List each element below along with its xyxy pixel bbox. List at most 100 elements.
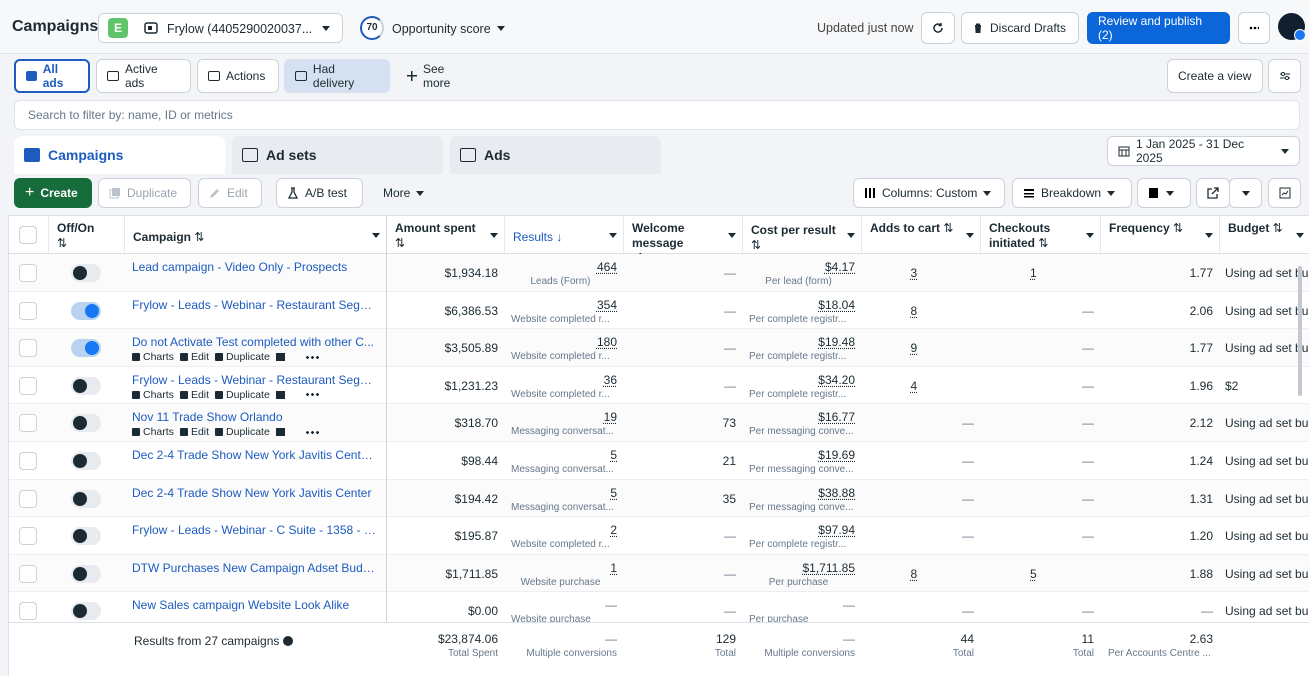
toggle[interactable] [71, 377, 101, 395]
publish-button[interactable]: Review and publish (2) [1087, 12, 1230, 44]
column-menu-caret[interactable] [1205, 233, 1213, 238]
filter-button[interactable]: Active ads [96, 59, 191, 93]
toggle[interactable] [71, 414, 101, 432]
column-header[interactable]: Off/On [48, 216, 124, 254]
row-action[interactable]: Duplicate [215, 389, 270, 401]
column-menu-caret[interactable] [847, 233, 855, 238]
settings-button[interactable] [1268, 59, 1301, 93]
checkbox[interactable] [19, 414, 37, 432]
checkbox[interactable] [19, 565, 37, 583]
campaign-name[interactable]: Dec 2-4 Trade Show New York Javitis Cent… [132, 448, 378, 462]
row-action-icon[interactable] [276, 428, 285, 436]
export-button[interactable] [1196, 178, 1230, 208]
filter-button[interactable]: Had delivery [284, 59, 390, 93]
checkbox[interactable] [19, 527, 37, 545]
row-action[interactable]: Edit [180, 351, 209, 363]
tab[interactable]: Ads [450, 136, 661, 174]
column-menu-caret[interactable] [609, 233, 617, 238]
cell-value: — [861, 529, 974, 543]
refresh-button[interactable] [921, 12, 955, 44]
row-action-more[interactable] [305, 393, 319, 396]
checkbox[interactable] [19, 264, 37, 282]
checkbox[interactable] [19, 452, 37, 470]
column-menu-caret[interactable] [1086, 233, 1094, 238]
create-view-button[interactable]: Create a view [1167, 59, 1263, 93]
column-header[interactable]: Welcome message view... [623, 216, 742, 254]
row-action-more[interactable] [305, 356, 319, 359]
score-label[interactable]: Opportunity score [392, 22, 491, 36]
column-menu-caret[interactable] [490, 233, 498, 238]
filter-button[interactable]: All ads [14, 59, 90, 93]
campaign-name[interactable]: Dec 2-4 Trade Show New York Javitis Cent… [132, 486, 378, 500]
column-title: Checkouts initiated [989, 221, 1076, 251]
cell-value: 464 [504, 260, 617, 274]
row-action[interactable]: Duplicate [215, 426, 270, 438]
campaign-name[interactable]: Lead campaign - Video Only - Prospects [132, 260, 378, 274]
checkbox[interactable] [19, 302, 37, 320]
row-action[interactable]: Duplicate [215, 351, 270, 363]
reports-button[interactable] [1137, 178, 1191, 208]
toggle[interactable] [71, 602, 101, 620]
tab[interactable]: Ad sets [232, 136, 443, 174]
filter-button[interactable]: Actions [197, 59, 279, 93]
row-action[interactable]: Charts [132, 389, 174, 401]
ab-test-button[interactable]: A/B test [276, 178, 363, 208]
column-header[interactable]: Cost per result [742, 216, 861, 254]
toggle[interactable] [71, 565, 101, 583]
columns-button[interactable]: Columns: Custom [853, 178, 1005, 208]
more-actions-button[interactable]: More [372, 178, 432, 208]
checkbox[interactable] [19, 490, 37, 508]
column-menu-caret[interactable] [1296, 233, 1304, 238]
toggle[interactable] [71, 527, 101, 545]
row-action[interactable]: Edit [180, 389, 209, 401]
checkbox[interactable] [19, 226, 37, 244]
filter-button[interactable]: See more [396, 59, 486, 93]
tab[interactable]: Campaigns [14, 136, 225, 174]
toggle[interactable] [71, 264, 101, 282]
column-header[interactable]: Adds to cart [861, 216, 980, 254]
row-action-icon[interactable] [276, 353, 285, 361]
column-menu-caret[interactable] [966, 233, 974, 238]
row-action[interactable]: Charts [132, 351, 174, 363]
campaign-name[interactable]: Frylow - Leads - Webinar - Restaurant Se… [132, 373, 378, 387]
checkbox[interactable] [19, 377, 37, 395]
row-action[interactable]: Charts [132, 426, 174, 438]
row-action-icon[interactable] [276, 391, 285, 399]
discard-drafts-button[interactable]: Discard Drafts [961, 12, 1079, 44]
dropdown-caret [1166, 191, 1174, 196]
campaign-name[interactable]: Nov 11 Trade Show Orlando [132, 410, 378, 424]
campaign-name[interactable]: New Sales campaign Website Look Alike [132, 598, 378, 612]
info-icon[interactable] [283, 636, 293, 646]
edit-button[interactable]: Edit [198, 178, 262, 208]
create-button[interactable]: +Create [14, 178, 92, 208]
more-button[interactable] [1238, 12, 1270, 44]
toggle[interactable] [71, 490, 101, 508]
column-menu-caret[interactable] [728, 233, 736, 238]
column-header[interactable]: Frequency [1100, 216, 1219, 254]
campaign-name[interactable]: DTW Purchases New Campaign Adset Budge..… [132, 561, 378, 575]
row-action-more[interactable] [305, 431, 319, 434]
campaign-name[interactable]: Frylow - Leads - Webinar - Restaurant Se… [132, 298, 378, 312]
column-menu-caret[interactable] [372, 233, 380, 238]
cell-subtext: Per lead (form) [742, 276, 855, 287]
row-action[interactable]: Edit [180, 426, 209, 438]
date-range-button[interactable]: 1 Jan 2025 - 31 Dec 2025 [1107, 136, 1300, 166]
export-menu-button[interactable] [1229, 178, 1262, 208]
duplicate-button[interactable]: Duplicate [98, 178, 191, 208]
column-header[interactable]: Results [504, 216, 623, 254]
frozen-divider [386, 216, 387, 676]
toggle[interactable] [71, 452, 101, 470]
column-header[interactable]: Checkouts initiated [980, 216, 1100, 254]
column-header[interactable]: Amount spent [386, 216, 504, 254]
checkbox[interactable] [19, 339, 37, 357]
cell-subtext: Per complete registr... [742, 539, 855, 550]
checkbox[interactable] [19, 602, 37, 620]
campaign-name[interactable]: Frylow - Leads - Webinar - C Suite - 135… [132, 523, 378, 537]
chart-button[interactable] [1268, 178, 1301, 208]
toggle[interactable] [71, 302, 101, 320]
cell-value: 2 [504, 523, 617, 537]
toggle[interactable] [71, 339, 101, 357]
column-header[interactable]: Campaign [124, 216, 386, 254]
campaign-name[interactable]: Do not Activate Test completed with othe… [132, 335, 378, 349]
breakdown-button[interactable]: Breakdown [1012, 178, 1132, 208]
